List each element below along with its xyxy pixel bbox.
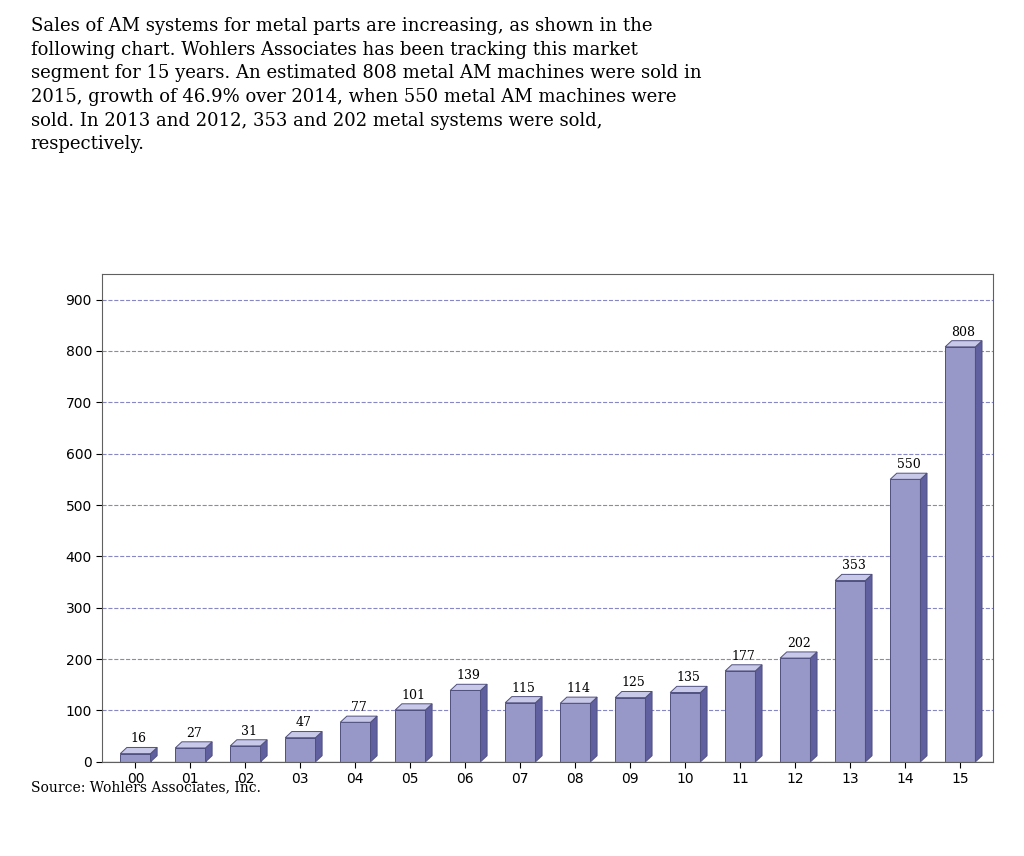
- Polygon shape: [560, 704, 591, 762]
- Polygon shape: [591, 697, 597, 762]
- Polygon shape: [890, 473, 927, 479]
- Polygon shape: [645, 692, 652, 762]
- Polygon shape: [670, 687, 707, 693]
- Polygon shape: [395, 710, 426, 762]
- Polygon shape: [836, 574, 872, 580]
- Polygon shape: [175, 748, 206, 762]
- Text: 139: 139: [457, 669, 480, 682]
- Text: 47: 47: [296, 716, 311, 729]
- Polygon shape: [700, 687, 707, 762]
- Text: 125: 125: [622, 676, 645, 689]
- Text: Sales of AM systems for metal parts are increasing, as shown in the
following ch: Sales of AM systems for metal parts are …: [31, 17, 701, 153]
- Polygon shape: [505, 697, 542, 703]
- Text: 101: 101: [401, 689, 426, 702]
- Polygon shape: [560, 697, 597, 704]
- Text: 135: 135: [677, 671, 700, 684]
- Polygon shape: [340, 716, 377, 722]
- Polygon shape: [426, 704, 432, 762]
- Polygon shape: [945, 341, 982, 347]
- Polygon shape: [371, 716, 377, 762]
- Text: 115: 115: [512, 681, 536, 694]
- Text: 27: 27: [185, 727, 202, 740]
- Polygon shape: [286, 732, 323, 738]
- Text: 16: 16: [131, 733, 146, 746]
- Polygon shape: [206, 742, 212, 762]
- Polygon shape: [175, 742, 212, 748]
- Polygon shape: [536, 697, 542, 762]
- Polygon shape: [780, 658, 810, 762]
- Text: 353: 353: [842, 559, 865, 573]
- Polygon shape: [615, 692, 652, 698]
- Text: 31: 31: [241, 725, 257, 738]
- Polygon shape: [230, 740, 267, 746]
- Polygon shape: [865, 574, 872, 762]
- Polygon shape: [921, 473, 927, 762]
- Polygon shape: [260, 740, 267, 762]
- Polygon shape: [151, 747, 157, 762]
- Polygon shape: [945, 347, 976, 762]
- Polygon shape: [505, 703, 536, 762]
- Text: 77: 77: [351, 701, 367, 714]
- Text: 114: 114: [566, 682, 591, 695]
- Polygon shape: [230, 746, 260, 762]
- Text: Source: Wohlers Associates, Inc.: Source: Wohlers Associates, Inc.: [31, 781, 260, 794]
- Polygon shape: [780, 652, 817, 658]
- Polygon shape: [451, 691, 480, 762]
- Polygon shape: [976, 341, 982, 762]
- Text: 550: 550: [897, 458, 921, 471]
- Polygon shape: [670, 693, 700, 762]
- Polygon shape: [615, 698, 645, 762]
- Polygon shape: [725, 665, 762, 671]
- Polygon shape: [340, 722, 371, 762]
- Polygon shape: [120, 753, 151, 762]
- Polygon shape: [286, 738, 315, 762]
- Text: 808: 808: [951, 325, 976, 339]
- Polygon shape: [315, 732, 323, 762]
- Polygon shape: [395, 704, 432, 710]
- Text: 177: 177: [732, 650, 756, 663]
- Polygon shape: [890, 479, 921, 762]
- Polygon shape: [480, 684, 487, 762]
- Polygon shape: [836, 580, 865, 762]
- Polygon shape: [451, 684, 487, 691]
- Polygon shape: [810, 652, 817, 762]
- Polygon shape: [120, 747, 157, 753]
- Text: 202: 202: [786, 637, 810, 650]
- Polygon shape: [725, 671, 756, 762]
- Polygon shape: [756, 665, 762, 762]
